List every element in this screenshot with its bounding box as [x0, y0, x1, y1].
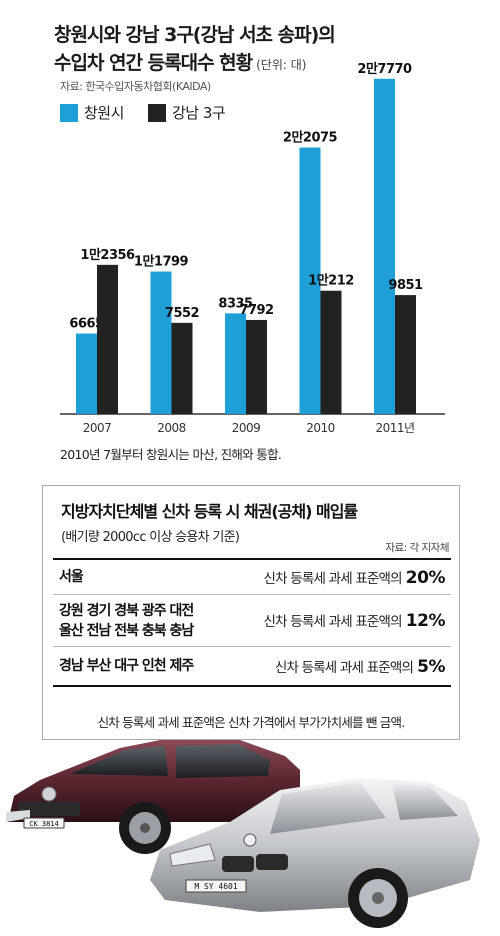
- bar-label-changwon-1: 1만1799: [134, 254, 189, 270]
- bar-gangnam-3: [320, 290, 342, 414]
- cars-illustration: CK 3814 M SY 4601: [6, 740, 480, 928]
- bar-gangnam-4: [395, 295, 416, 414]
- bar-label-gangnam-0: 1만2356: [80, 247, 135, 263]
- bond-rate-source: 자료: 각 지자체: [385, 542, 449, 554]
- bar-changwon-4: [374, 78, 395, 414]
- chart-note: 2010년 7월부터 창원시는 마산, 진해와 통합.: [60, 447, 282, 462]
- bar-label-gangnam-1: 7552: [165, 306, 199, 321]
- region-name: 서울: [59, 569, 84, 585]
- table-row: 서울 신차 등록세 과세 표준액의 20%: [53, 560, 451, 595]
- table-row: 경남 부산 대구 인천 제주 신차 등록세 과세 표준액의 5%: [53, 647, 451, 685]
- table-row: 강원 경기 경북 광주 대전 울산 전남 전북 충북 충남 신차 등록세 과세 …: [53, 595, 451, 647]
- x-tick-label: 2009: [232, 421, 261, 435]
- rate-value: 12%: [405, 611, 446, 631]
- legend-label-gangnam: 강남 3구: [172, 104, 226, 122]
- bar-gangnam-0: [97, 264, 118, 414]
- bond-rate-subtitle: (배기량 2000cc 이상 승용차 기준): [61, 530, 240, 545]
- legend-item-gangnam: 강남 3구: [148, 102, 226, 123]
- rate-value: 20%: [405, 567, 446, 588]
- rate-description: 신차 등록세 과세 표준액의 12%: [264, 610, 446, 631]
- bar-changwon-2: [225, 313, 246, 414]
- x-tick-label: 2011년: [375, 421, 414, 435]
- region-name: 경남 부산 대구 인천 제주: [59, 658, 194, 674]
- mercedes-plate: CK 3814: [29, 820, 59, 828]
- bond-rate-table: 서울 신차 등록세 과세 표준액의 20% 강원 경기 경북 광주 대전 울산 전…: [53, 558, 451, 687]
- bar-label-changwon-2: 8335: [218, 296, 253, 311]
- bond-rate-box: 지방자치단체별 신차 등록 시 채권(공채) 매입률 (배기량 2000cc 이…: [42, 485, 460, 740]
- mercedes-car-image: CK 3814: [6, 740, 300, 854]
- bar-label-gangnam-2: 7792: [239, 303, 273, 318]
- region-name: 강원 경기 경북 광주 대전 울산 전남 전북 충북 충남: [59, 601, 194, 641]
- bar-label-gangnam-4: 9851: [388, 278, 423, 293]
- bar-label-gangnam-3: 1만212: [308, 273, 354, 289]
- bar-gangnam-2: [246, 319, 267, 414]
- legend-swatch-gangnam: [148, 103, 166, 122]
- bmw-plate: M SY 4601: [194, 882, 238, 891]
- chart-title-line2: 수입차 연간 등록대수 현황 (단위: 대): [54, 48, 306, 75]
- rate-value: 5%: [417, 656, 445, 677]
- rate-desc-text: 신차 등록세 과세 표준액의: [263, 570, 403, 587]
- bar-changwon-0: [76, 333, 97, 414]
- bmw-car-image: M SY 4601: [150, 778, 480, 928]
- chart-title-text: 수입차 연간 등록대수 현황: [54, 52, 253, 74]
- x-tick-label: 2007: [83, 421, 112, 435]
- bar-changwon-1: [150, 271, 172, 414]
- chart-title-line1: 창원시와 강남 3구(강남 서초 송파)의: [54, 24, 336, 46]
- bar-label-changwon-3: 2만2075: [283, 130, 338, 146]
- rate-description: 신차 등록세 과세 표준액의 20%: [264, 567, 446, 588]
- chart-source: 자료: 한국수입자동차협회(KAIDA): [60, 80, 211, 93]
- bond-rate-note: 신차 등록세 과세 표준액은 신차 가격에서 부가가치세를 뺀 금액.: [97, 715, 406, 730]
- rate-desc-text: 신차 등록세 과세 표준액의: [263, 614, 403, 630]
- rate-description: 신차 등록세 과세 표준액의 5%: [274, 656, 446, 677]
- bar-changwon-3: [299, 147, 321, 415]
- legend-swatch-changwon: [60, 103, 78, 122]
- region-name-line2: 울산 전남 전북 충북 충남: [59, 622, 194, 639]
- bond-rate-title: 지방자치단체별 신차 등록 시 채권(공채) 매입률: [61, 502, 358, 521]
- bar-label-changwon-4: 2만7770: [357, 61, 412, 77]
- legend-item-changwon: 창원시: [60, 102, 124, 123]
- unit-label: (단위: 대): [256, 58, 307, 72]
- x-tick-label: 2010: [306, 421, 335, 435]
- legend-label-changwon: 창원시: [84, 104, 124, 122]
- x-tick-label: 2008: [157, 421, 186, 435]
- region-name-line1: 강원 경기 경북 광주 대전: [59, 602, 194, 619]
- bar-label-changwon-0: 6665: [69, 317, 104, 332]
- bar-gangnam-1: [171, 322, 193, 414]
- rate-desc-text: 신차 등록세 과세 표준액의: [274, 659, 414, 676]
